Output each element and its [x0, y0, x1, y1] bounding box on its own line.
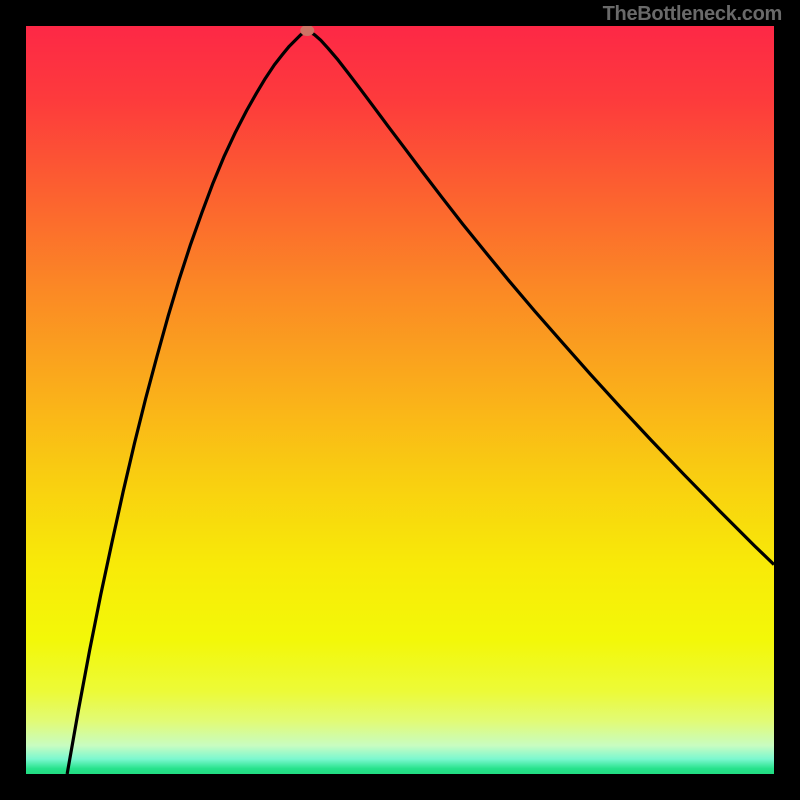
gradient-background	[26, 26, 774, 774]
watermark-text: TheBottleneck.com	[603, 3, 782, 26]
bottleneck-chart	[26, 26, 774, 774]
plot-area	[26, 26, 774, 774]
